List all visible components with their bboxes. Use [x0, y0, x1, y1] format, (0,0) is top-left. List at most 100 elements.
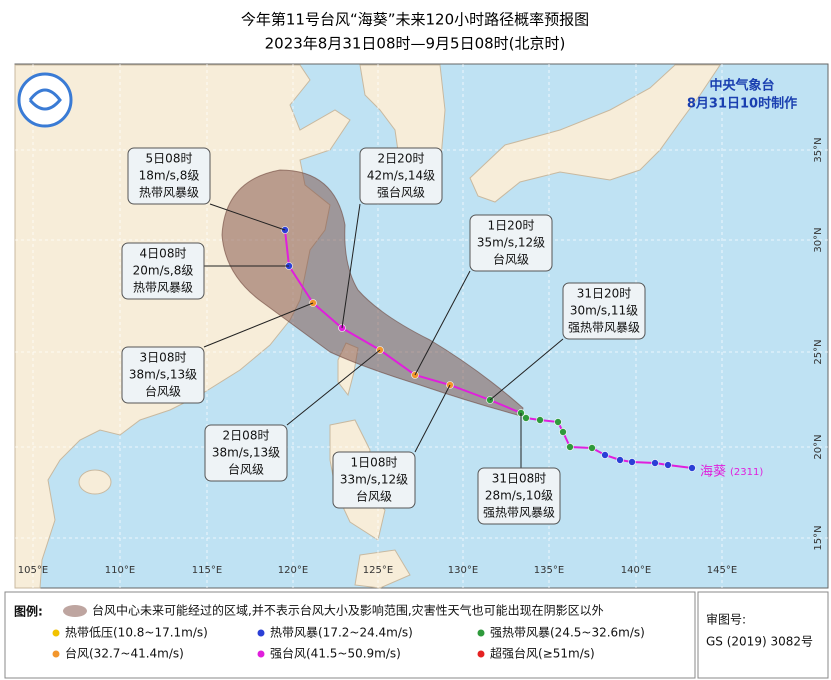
forecast-wind: 38m/s,13级	[129, 368, 197, 382]
forecast-time: 31日20时	[577, 287, 632, 301]
callout-box	[562, 282, 646, 340]
track-point	[522, 414, 530, 422]
legend-dot	[52, 650, 60, 658]
forecast-time: 31日08时	[492, 472, 547, 486]
track-point	[664, 461, 672, 469]
forecast-grade: 台风级	[356, 489, 392, 504]
land-japan	[469, 64, 721, 203]
forecast-time: 2日20时	[378, 152, 425, 166]
forecast-time: 5日08时	[146, 152, 193, 166]
latitude-label: 20°N	[813, 434, 824, 459]
longitude-label: 130°E	[448, 565, 478, 576]
forecast-time: 4日08时	[140, 247, 187, 261]
forecast-grade: 台风级	[145, 384, 181, 399]
forecast-wind: 38m/s,13级	[212, 446, 280, 460]
callout-box	[469, 214, 553, 272]
legend-title: 图例:	[14, 604, 43, 619]
legend-label: 台风(32.7~41.4m/s)	[65, 646, 184, 661]
forecast-wind: 18m/s,8级	[139, 169, 200, 183]
track-point	[651, 459, 659, 467]
agency-logo	[17, 72, 73, 128]
track-point	[601, 451, 609, 459]
legend-label: 超强台风(≥51m/s)	[490, 646, 595, 661]
latitude-label: 30°N	[813, 227, 824, 252]
legend-dot	[52, 629, 60, 637]
legend: 图例: 台风中心未来可能经过的区域,并不表示台风大小及影响范围,灾害性天气也可能…	[4, 591, 829, 679]
forecast-grade: 强热带风暴级	[483, 506, 555, 520]
forecast-grade: 台风级	[493, 252, 529, 267]
callout-pointer	[414, 384, 451, 453]
forecast-wind: 42m/s,14级	[367, 169, 435, 183]
forecast-wind: 30m/s,11级	[570, 304, 638, 318]
longitude-label: 145°E	[707, 565, 737, 576]
legend-label: 热带低压(10.8~17.1m/s)	[65, 626, 208, 640]
callout-pointer	[209, 203, 286, 231]
callout-box	[204, 424, 288, 482]
callout-pointer	[286, 349, 381, 426]
callouts: 5日08时18m/s,8级热带风暴级4日08时20m/s,8级热带风暴级3日08…	[121, 147, 646, 525]
legend-dot	[477, 650, 485, 658]
track-point	[559, 428, 567, 436]
track-point	[628, 458, 636, 466]
forecast-wind: 28m/s,10级	[485, 489, 553, 503]
longitude-label: 105°E	[18, 565, 48, 576]
latitude-label: 15°N	[813, 525, 824, 550]
callout-box	[359, 147, 443, 205]
forecast-grade: 台风级	[228, 462, 264, 477]
forecast-time: 3日08时	[140, 351, 187, 365]
track-point	[536, 416, 544, 424]
latitude-label: 35°N	[813, 137, 824, 162]
forecast-time: 1日08时	[351, 456, 398, 470]
legend-classes: 热带低压(10.8~17.1m/s) 热带风暴(17.2~24.4m/s) 强热带风…	[52, 626, 645, 661]
map-area: 105°E 110°E 115°E 120°E 125°E 130°E 135°E 140°E…	[14, 63, 829, 589]
track-point	[616, 456, 624, 464]
forecast-wind: 20m/s,8级	[133, 264, 194, 278]
forecast-grade: 热带风暴级	[139, 186, 199, 200]
legend-dot	[257, 650, 265, 658]
track-point	[688, 464, 696, 472]
legend-label: 热带风暴(17.2~24.4m/s)	[270, 626, 413, 640]
forecast-time: 1日20时	[488, 219, 535, 233]
cone-note: 台风中心未来可能经过的区域,并不表示台风大小及影响范围,灾害性天气也可能出现在阴…	[92, 603, 604, 618]
track-point	[554, 418, 562, 426]
legend-label: 强热带风暴(24.5~32.6m/s)	[490, 626, 645, 640]
agency-name: 中央气象台	[709, 78, 774, 94]
longitude-label: 120°E	[278, 565, 308, 576]
cone-swatch	[63, 605, 87, 617]
forecast-time: 2日08时	[223, 429, 270, 443]
approval-number: GS (2019) 3082号	[706, 635, 813, 649]
callout-pointer	[414, 270, 471, 376]
legend-dot	[477, 629, 485, 637]
forecast-grade: 强台风级	[377, 185, 425, 200]
graticule: 105°E 110°E 115°E 120°E 125°E 130°E 135°E 140°E…	[15, 64, 828, 588]
longitude-label: 135°E	[534, 565, 564, 576]
callout-box	[121, 346, 205, 404]
forecast-wind: 35m/s,12级	[477, 236, 545, 250]
approval-label: 审图号:	[706, 612, 746, 627]
callout-pointer	[341, 203, 361, 329]
longitude-label: 140°E	[621, 565, 651, 576]
callout-box	[127, 147, 211, 205]
callout-pointer	[489, 338, 564, 401]
issue-time: 8月31日10时制作	[687, 96, 797, 112]
typhoon-name: 海葵	[700, 465, 726, 480]
legend-box	[4, 591, 696, 679]
latitude-label: 25°N	[813, 339, 824, 364]
forecast-grade: 强热带风暴级	[568, 321, 640, 335]
track-point	[588, 444, 596, 452]
track-point	[566, 443, 574, 451]
title: 今年第11号台风“海葵”未来120小时路径概率预报图	[241, 11, 589, 29]
callout-box	[121, 242, 205, 300]
legend-dot	[257, 629, 265, 637]
subtitle: 2023年8月31日08时—9月5日08时(北京时)	[265, 35, 566, 53]
longitude-label: 110°E	[105, 565, 135, 576]
callout-box	[477, 467, 561, 525]
callout-box	[332, 451, 416, 509]
approval-box	[697, 591, 829, 679]
forecast-wind: 33m/s,12级	[340, 473, 408, 487]
typhoon-code: (2311)	[730, 467, 763, 478]
forecast-grade: 热带风暴级	[133, 281, 193, 295]
legend-label: 强台风(41.5~50.9m/s)	[270, 646, 401, 661]
longitude-label: 125°E	[363, 565, 393, 576]
